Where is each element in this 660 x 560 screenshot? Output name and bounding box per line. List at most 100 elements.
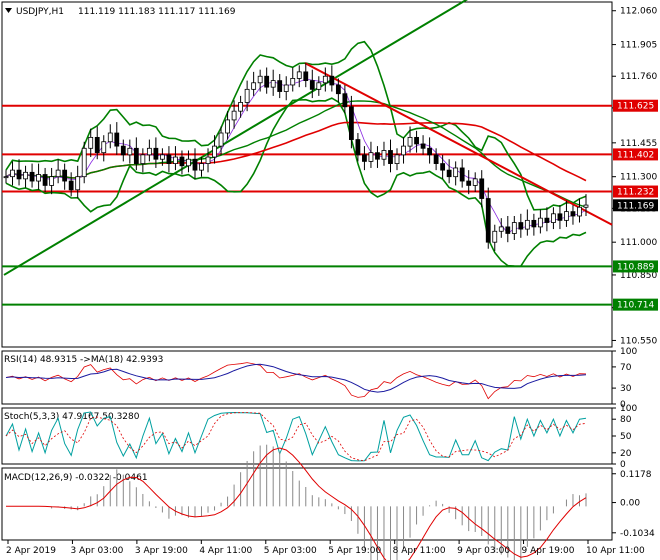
candle-body bbox=[140, 154, 146, 164]
candle-body bbox=[62, 169, 68, 182]
rsi-panel: RSI(14) 48.9315 ->MA(18) 42.9393 100 70 30… bbox=[4, 347, 637, 410]
candle-body bbox=[127, 147, 133, 156]
candle-body bbox=[414, 136, 419, 145]
candle-body bbox=[531, 219, 537, 228]
candle-body bbox=[511, 222, 517, 234]
downtrend-line bbox=[304, 62, 613, 226]
candle-body bbox=[348, 106, 354, 140]
candle-body bbox=[186, 158, 191, 167]
level-label: 111.625 bbox=[617, 102, 654, 112]
candle-body bbox=[270, 80, 276, 88]
price-tick-label: 111.905 bbox=[620, 41, 657, 51]
candle-body bbox=[446, 169, 452, 178]
level-label: 110.714 bbox=[617, 301, 654, 311]
level-label: 111.402 bbox=[617, 150, 654, 160]
price-tick-label: 110.550 bbox=[620, 336, 657, 346]
last-price-tag bbox=[613, 199, 658, 212]
candle-body bbox=[296, 71, 302, 79]
candle-body bbox=[309, 80, 315, 90]
candle-body bbox=[518, 222, 524, 230]
candle-body bbox=[537, 217, 543, 228]
candle-body bbox=[81, 147, 87, 178]
candle-body bbox=[42, 174, 48, 186]
candle-body bbox=[133, 147, 139, 164]
candle-body bbox=[94, 136, 100, 154]
stoch-d-line bbox=[5, 412, 587, 462]
candle-body bbox=[120, 145, 126, 156]
candle-body bbox=[225, 119, 230, 134]
candle-body bbox=[394, 154, 400, 164]
candle-body bbox=[335, 84, 341, 95]
candle-body bbox=[49, 176, 55, 186]
level-tag bbox=[613, 99, 658, 112]
candle-body bbox=[342, 93, 348, 108]
level-tag bbox=[613, 148, 658, 161]
candle-body bbox=[10, 169, 15, 178]
candle-body bbox=[355, 139, 361, 156]
time-tick-label: 3 Apr 19:00 bbox=[135, 546, 188, 556]
candle-body bbox=[472, 178, 478, 186]
candle-body bbox=[440, 163, 446, 171]
indicator-tick-label: 0 bbox=[620, 460, 626, 470]
candle-body bbox=[368, 152, 374, 162]
candle-body bbox=[244, 88, 250, 103]
candle-body bbox=[68, 180, 74, 191]
symbol-label: USDJPY,H1 bbox=[16, 7, 64, 17]
price-tick-label: 110.850 bbox=[620, 271, 657, 281]
time-tick-label: 2 Apr 2019 bbox=[6, 546, 56, 556]
indicator-tick-label: 30 bbox=[620, 384, 632, 394]
candle-body bbox=[173, 156, 178, 164]
indicator-tick-label: 0 bbox=[620, 400, 626, 410]
panel-frames bbox=[1, 1, 613, 541]
indicator-tick-label: 80 bbox=[620, 415, 632, 425]
price-tick-label: 112.060 bbox=[620, 7, 657, 17]
time-axis: 2 Apr 2019 3 Apr 03:00 3 Apr 19:00 4 Apr 11… bbox=[6, 540, 645, 556]
candle-body bbox=[329, 75, 335, 86]
price-tick-label: 111.000 bbox=[620, 238, 657, 248]
indicator-tick-label: 100 bbox=[620, 404, 637, 414]
collapse-triangle-icon[interactable] bbox=[5, 8, 12, 13]
candle-body bbox=[303, 71, 309, 82]
candle-body bbox=[375, 152, 380, 160]
candle-body bbox=[36, 174, 41, 182]
candle-body bbox=[479, 178, 485, 199]
candle-body bbox=[55, 169, 61, 178]
time-tick-label: 8 Apr 11:00 bbox=[393, 546, 446, 556]
indicator-tick-label: -0.1034 bbox=[620, 529, 655, 539]
candle-body bbox=[401, 145, 406, 156]
price-tick-label: 111.760 bbox=[620, 72, 657, 82]
candle-body bbox=[277, 80, 283, 92]
indicator-tick-label: 0.1178 bbox=[620, 470, 652, 480]
candle-body bbox=[583, 204, 589, 208]
candle-body bbox=[524, 219, 530, 230]
candle-body bbox=[492, 230, 498, 243]
indicator-tick-label: 20 bbox=[620, 449, 632, 459]
candle-body bbox=[199, 163, 204, 171]
macd-label: MACD(12,26,9) -0.0322 -0.0461 bbox=[4, 473, 148, 483]
candle-body bbox=[29, 171, 35, 182]
level-tag bbox=[613, 260, 658, 273]
candle-body bbox=[264, 75, 270, 88]
candle-body bbox=[23, 171, 28, 180]
candle-body bbox=[88, 136, 94, 149]
candle-body bbox=[283, 84, 289, 92]
candle-body bbox=[362, 154, 367, 162]
candle-body bbox=[577, 206, 582, 217]
candle-body bbox=[381, 150, 387, 160]
candle-body bbox=[179, 156, 185, 167]
level-label: 111.232 bbox=[617, 188, 654, 198]
candle-body bbox=[505, 226, 511, 234]
price-axis: 112.060111.905111.760111.615111.455111.3… bbox=[612, 7, 657, 346]
candle-body bbox=[570, 211, 576, 217]
time-tick-label: 4 Apr 11:00 bbox=[199, 546, 252, 556]
candle-body bbox=[322, 75, 328, 84]
candle-body bbox=[101, 141, 107, 154]
candle-body bbox=[388, 150, 393, 164]
candle-body bbox=[557, 213, 563, 221]
candle-body bbox=[192, 158, 198, 171]
candle-body bbox=[427, 147, 432, 156]
candlesticks bbox=[3, 63, 589, 251]
candle-body bbox=[238, 102, 244, 112]
